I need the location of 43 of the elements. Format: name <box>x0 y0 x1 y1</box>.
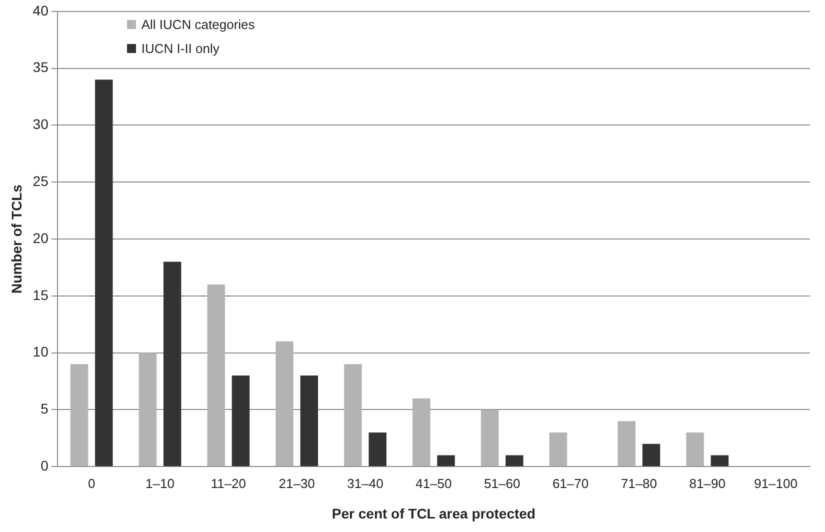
y-tick-label: 15 <box>32 286 49 303</box>
bar <box>207 284 225 466</box>
bar <box>232 376 250 466</box>
x-tick-label: 71–80 <box>620 476 658 491</box>
x-tick-label: 0 <box>88 476 96 491</box>
y-tick-label: 0 <box>40 457 49 474</box>
bar <box>163 262 182 466</box>
bar <box>480 410 499 466</box>
y-tick-label: 25 <box>32 172 49 189</box>
bar <box>412 398 430 466</box>
y-tick-label: 30 <box>32 116 49 132</box>
x-tick-label: 91–100 <box>754 476 798 491</box>
bar <box>549 432 568 466</box>
legend-label: IUCN I-II only <box>141 41 220 56</box>
bar <box>70 364 88 466</box>
x-tick-label: 81–90 <box>689 476 726 491</box>
bar <box>300 376 318 466</box>
x-axis-title: Per cent of TCL area protected <box>332 505 536 522</box>
bar <box>344 364 362 466</box>
x-tick-label: 61–70 <box>552 476 589 491</box>
bar <box>642 444 660 466</box>
x-tick-label: 41–50 <box>416 476 452 491</box>
y-tick-label: 20 <box>32 230 49 246</box>
bar <box>368 432 386 466</box>
x-tick-label: 21–30 <box>278 476 315 491</box>
bar <box>437 455 455 466</box>
legend-label: All IUCN categories <box>141 17 255 32</box>
bar <box>710 455 729 466</box>
bar <box>506 455 524 466</box>
bar <box>618 421 636 466</box>
bar <box>138 352 157 466</box>
bar <box>95 80 113 466</box>
x-tick-label: 1–10 <box>146 476 174 491</box>
y-tick-label: 40 <box>32 2 49 18</box>
x-tick-label: 51–60 <box>484 476 520 491</box>
y-tick-label: 10 <box>32 344 49 360</box>
bar <box>686 432 704 466</box>
bar <box>276 341 294 466</box>
y-axis-title: Number of TCLs <box>8 184 24 294</box>
y-tick-label: 35 <box>32 59 49 76</box>
x-tick-label: 11–20 <box>210 476 246 491</box>
x-tick-label: 31–40 <box>347 476 384 491</box>
y-tick-label: 5 <box>40 400 49 417</box>
